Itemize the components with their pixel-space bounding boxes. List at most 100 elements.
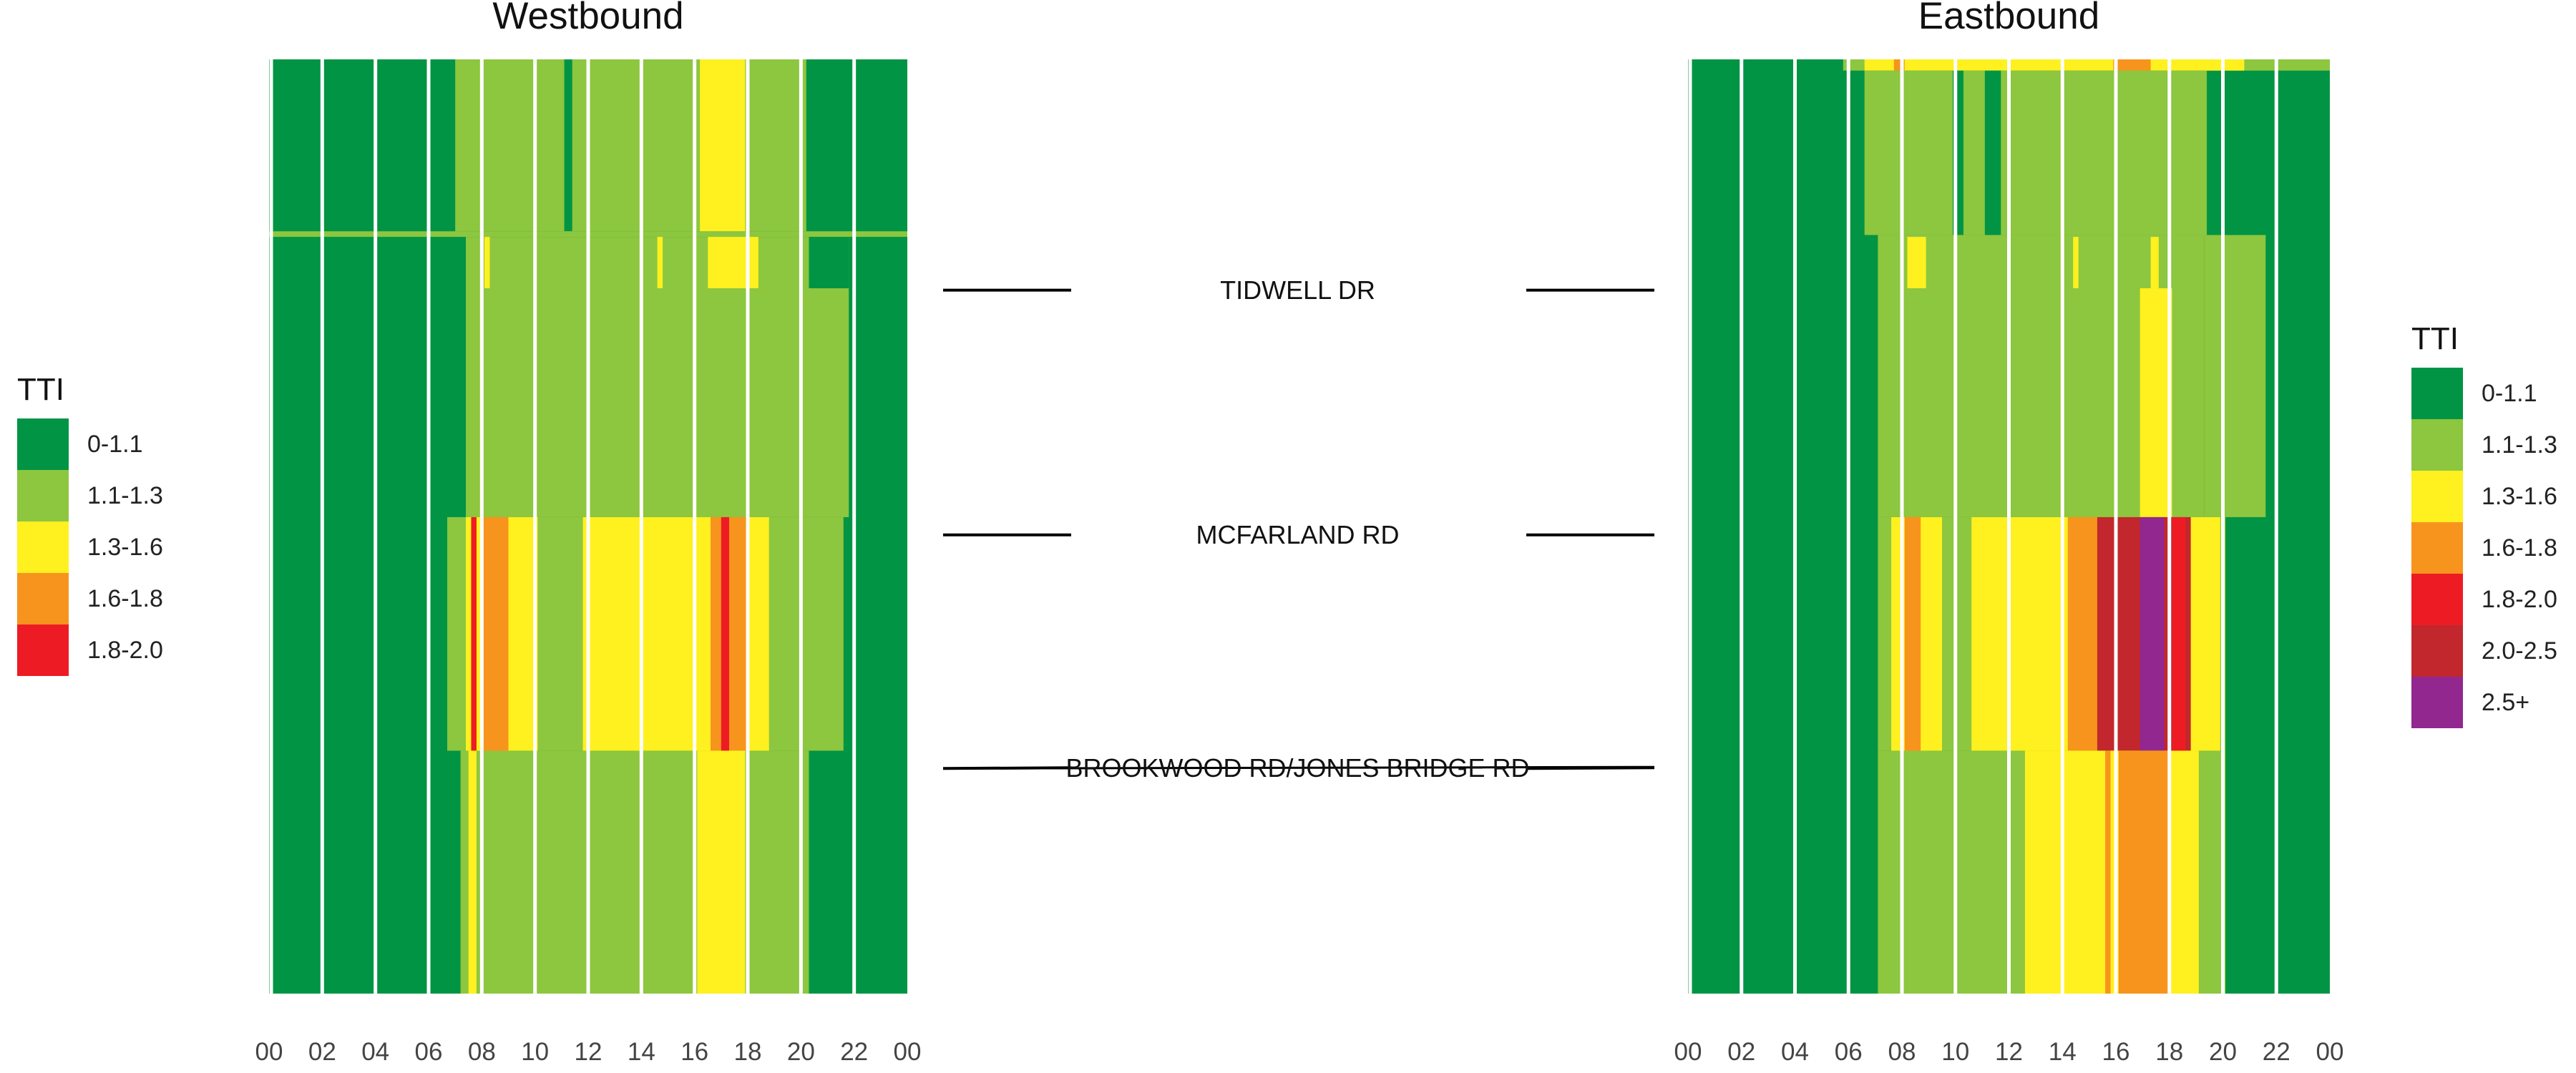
westbound-cell-1 xyxy=(455,59,806,232)
legend-swatch xyxy=(2411,677,2463,728)
legend-label: 1.1-1.3 xyxy=(2482,431,2557,459)
eastbound-xtick-label: 04 xyxy=(1781,1038,1809,1066)
eastbound-cell-9 xyxy=(2204,235,2266,517)
road-label-tidwell: TIDWELL DR xyxy=(1220,275,1375,305)
legend-item: 1.3-1.6 xyxy=(17,521,163,573)
eastbound-xtick-label: 08 xyxy=(1888,1038,1916,1066)
eastbound-cell-13 xyxy=(2140,288,2172,517)
westbound-cell-7 xyxy=(484,237,490,288)
eastbound-cell-11 xyxy=(2073,237,2079,288)
legend-swatch xyxy=(2411,522,2463,574)
eastbound-cell-7 xyxy=(1984,70,2001,235)
legend-left-title: TTI xyxy=(17,372,64,407)
westbound-cell-9 xyxy=(809,237,849,288)
legend-swatch xyxy=(17,624,69,676)
legend-swatch xyxy=(2411,368,2463,419)
legend-item: 1.8-2.0 xyxy=(17,624,163,676)
legend-item: 0-1.1 xyxy=(17,418,163,470)
legend-label: 1.8-2.0 xyxy=(87,636,163,664)
westbound-xtick-label: 08 xyxy=(467,1038,496,1066)
legend-label: 2.0-2.5 xyxy=(2482,637,2557,665)
eastbound-cell-16 xyxy=(1904,516,1921,751)
eastbound-xtick-label: 18 xyxy=(2155,1038,2184,1066)
eastbound-cell-21 xyxy=(2172,516,2186,751)
legend-label: 0-1.1 xyxy=(2482,379,2537,407)
eastbound-cell-4 xyxy=(2113,59,2151,71)
legend-item: 1.1-1.3 xyxy=(17,470,163,521)
eastbound-xtick-label: 00 xyxy=(1674,1038,1702,1066)
eastbound-cell-18 xyxy=(2067,516,2097,751)
legend-right-title: TTI xyxy=(2411,321,2459,356)
legend-item: 0-1.1 xyxy=(2411,368,2557,419)
legend-swatch xyxy=(17,573,69,624)
eastbound-xtick-label: 20 xyxy=(2209,1038,2237,1066)
eastbound-xtick-label: 14 xyxy=(2048,1038,2077,1066)
eastbound-cell-25 xyxy=(2105,750,2111,994)
legend-right: TTI 0-1.1 1.1-1.3 1.3-1.6 1.6-1.8 1.8-2.0 2.0… xyxy=(2411,323,2557,728)
westbound-xtick-label: 06 xyxy=(414,1038,443,1066)
legend-swatch xyxy=(17,521,69,573)
eastbound-cell-2 xyxy=(1864,59,2245,71)
legend-swatch xyxy=(17,418,69,470)
eastbound-cell-10 xyxy=(1907,237,1926,288)
legend-label: 1.6-1.8 xyxy=(87,584,163,612)
legend-label: 1.1-1.3 xyxy=(87,481,163,509)
westbound-xtick-label: 10 xyxy=(521,1038,550,1066)
legend-item: 1.8-2.0 xyxy=(2411,574,2557,625)
legend-item: 1.6-1.8 xyxy=(2411,522,2557,574)
westbound-cell-17 xyxy=(460,750,809,994)
legend-label: 0-1.1 xyxy=(87,430,143,458)
westbound-xtick-label: 20 xyxy=(786,1038,815,1066)
westbound-xtick-label: 22 xyxy=(840,1038,869,1066)
westbound-cell-3 xyxy=(700,59,746,232)
westbound-xtick-label: 12 xyxy=(574,1038,602,1066)
legend-item: 2.5+ xyxy=(2411,677,2557,728)
legend-item: 1.3-1.6 xyxy=(2411,471,2557,522)
westbound-cell-18 xyxy=(468,750,477,994)
legend-swatch xyxy=(2411,625,2463,677)
legend-item: 1.1-1.3 xyxy=(2411,419,2557,471)
westbound-cell-13 xyxy=(471,516,477,751)
westbound-xtick-label: 00 xyxy=(893,1038,922,1066)
westbound-xtick-label: 14 xyxy=(627,1038,655,1066)
road-label-brookwood: BROOKWOOD RD/JONES BRIDGE RD xyxy=(1065,753,1530,783)
eastbound-xtick-label: 12 xyxy=(1995,1038,2023,1066)
legend-item: 1.6-1.8 xyxy=(17,573,163,624)
legend-label: 2.5+ xyxy=(2482,688,2530,716)
eastbound-xtick-label: 16 xyxy=(2102,1038,2130,1066)
legend-label: 1.3-1.6 xyxy=(87,533,163,561)
westbound-xtick-label: 18 xyxy=(733,1038,762,1066)
road-label-mcfarland: MCFARLAND RD xyxy=(1196,519,1400,549)
legend-swatch xyxy=(2411,419,2463,471)
westbound-title: Westbound xyxy=(492,0,684,37)
legend-swatch xyxy=(2411,574,2463,625)
eastbound-cell-12 xyxy=(2150,237,2159,288)
westbound-xtick-label: 04 xyxy=(361,1038,390,1066)
road-line-brookwood-through xyxy=(942,765,1655,770)
westbound-xtick-label: 02 xyxy=(308,1038,336,1066)
westbound-cell-19 xyxy=(697,750,746,994)
eastbound-cell-23 xyxy=(2024,750,2199,994)
westbound-xtick-label: 16 xyxy=(680,1038,709,1066)
legend-item: 2.0-2.5 xyxy=(2411,625,2557,677)
eastbound-cell-20 xyxy=(2140,516,2165,751)
westbound-heatmap xyxy=(269,59,907,994)
eastbound-xtick-label: 02 xyxy=(1727,1038,1756,1066)
eastbound-xtick-label: 06 xyxy=(1834,1038,1863,1066)
legend-left: TTI 0-1.1 1.1-1.3 1.3-1.6 1.6-1.8 1.8-2.0 xyxy=(17,374,163,676)
legend-label: 1.6-1.8 xyxy=(2482,534,2557,562)
westbound-xtick-label: 00 xyxy=(255,1038,283,1066)
eastbound-xtick-label: 00 xyxy=(2316,1038,2344,1066)
westbound-cell-8 xyxy=(657,237,663,288)
westbound-cell-12 xyxy=(482,516,509,751)
legend-label: 1.3-1.6 xyxy=(2482,482,2557,510)
eastbound-xtick-label: 22 xyxy=(2262,1038,2290,1066)
eastbound-xtick-label: 10 xyxy=(1941,1038,1970,1066)
eastbound-cell-24 xyxy=(2118,750,2170,994)
westbound-cell-16 xyxy=(721,516,729,751)
legend-swatch xyxy=(17,470,69,521)
eastbound-title: Eastbound xyxy=(1918,0,2100,37)
eastbound-cell-5 xyxy=(1864,70,2207,235)
